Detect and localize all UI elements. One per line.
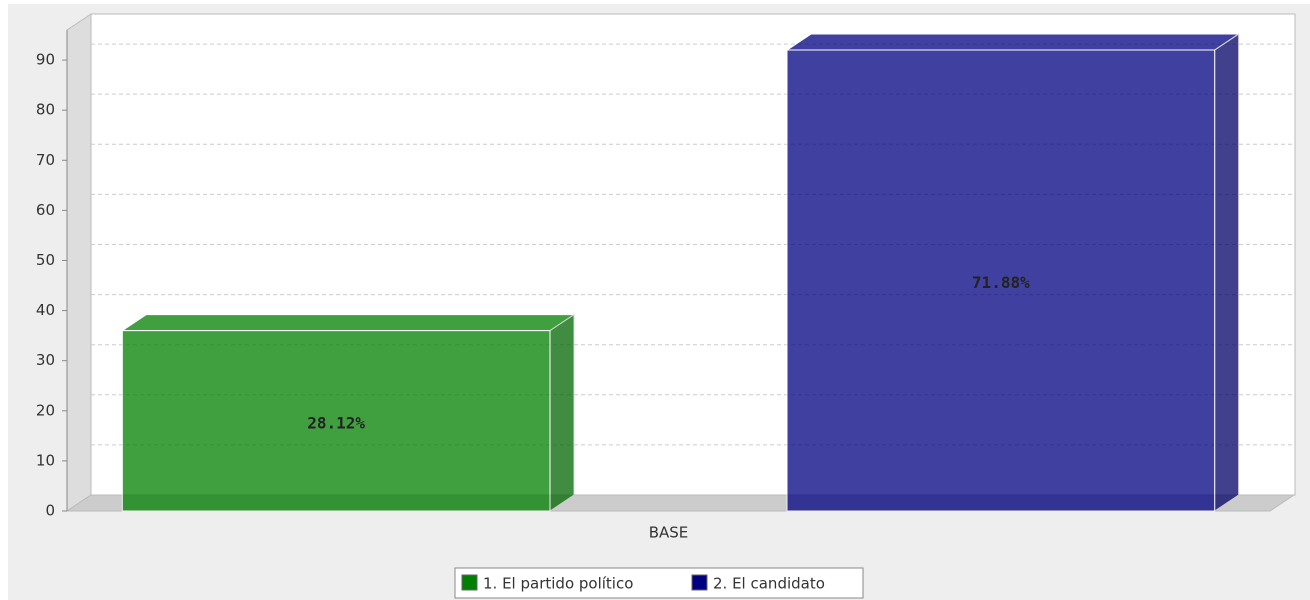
y-tick-label: 80 [36,101,55,119]
bar [120,313,576,512]
legend-swatch [461,574,478,591]
side-wall [66,13,92,512]
y-tick-label: 70 [36,151,55,169]
bar-side [1214,33,1240,512]
bar-side [549,313,575,512]
legend-swatch [691,574,708,591]
value-label: 71.88% [972,273,1030,292]
y-tick-label: 30 [36,351,55,369]
y-tick-label: 40 [36,301,55,319]
bar [785,33,1241,512]
y-tick-label: 20 [36,401,55,419]
bar-top [785,33,1241,51]
value-label: 28.12% [307,413,365,432]
bar-top [120,314,576,332]
y-tick-label: 50 [36,251,55,269]
legend-label: 1. El partido político [483,575,633,593]
y-tick-label: 10 [36,451,55,469]
bar-front [786,49,1216,512]
y-tick-label: 90 [36,51,55,69]
legend [454,567,864,599]
y-tick-label: 0 [45,502,55,520]
y-tick-label: 60 [36,201,55,219]
legend-label: 2. El candidato [713,575,825,593]
bar-front [121,330,551,512]
x-tick-label: BASE [649,524,689,542]
